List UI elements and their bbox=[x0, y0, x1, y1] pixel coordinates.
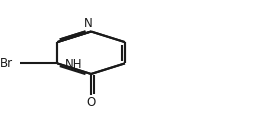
Text: Br: Br bbox=[0, 57, 13, 70]
Text: N: N bbox=[84, 18, 93, 30]
Text: O: O bbox=[86, 96, 96, 109]
Text: NH: NH bbox=[65, 58, 82, 71]
